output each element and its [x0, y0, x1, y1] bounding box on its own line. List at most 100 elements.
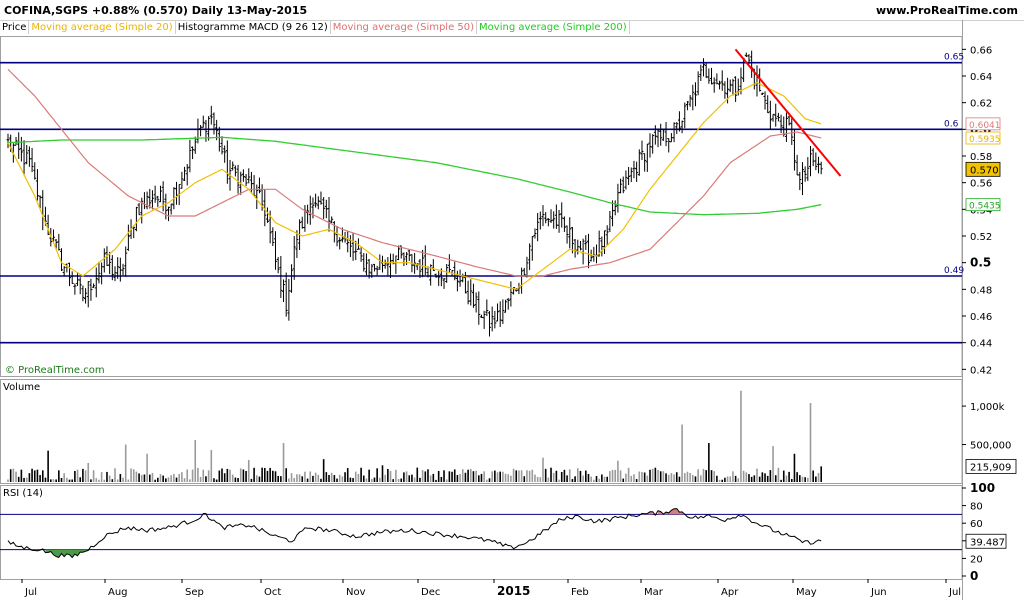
price-bar	[30, 147, 34, 173]
price-bar	[664, 121, 668, 147]
price-bar	[407, 249, 411, 262]
price-bar	[648, 133, 652, 158]
rsi-line[interactable]	[7, 508, 822, 559]
legend-ma50[interactable]: Moving average (Simple 50)	[331, 21, 478, 34]
price-bar	[471, 283, 475, 308]
price-bar	[814, 152, 818, 171]
price-bar	[356, 238, 360, 250]
ma20-line[interactable]	[7, 82, 822, 290]
price-bar	[338, 237, 342, 250]
x-tick-label: Jul	[24, 587, 37, 598]
price-bar	[209, 105, 213, 125]
legend-macd[interactable]: Histogramme MACD (9 26 12)	[176, 21, 331, 34]
price-bar	[589, 249, 593, 262]
price-bar	[597, 230, 601, 257]
price-bar	[370, 264, 374, 278]
volume-last-badge	[965, 458, 1017, 474]
price-bar	[643, 153, 647, 172]
price-bar	[629, 167, 633, 183]
price-bar	[445, 264, 449, 283]
price-bar	[81, 285, 85, 302]
price-bar	[247, 168, 251, 184]
price-bar	[661, 128, 665, 141]
price-bar	[667, 138, 671, 153]
price-bar	[418, 259, 422, 278]
site-label[interactable]: www.ProRealTime.com	[875, 4, 1018, 17]
price-bar	[541, 205, 545, 227]
price-bar	[493, 310, 497, 329]
ma-last-badge	[965, 198, 1001, 212]
price-bar	[474, 292, 478, 313]
x-tick-label: 2015	[497, 584, 530, 598]
price-bar	[359, 247, 363, 262]
price-bar	[509, 281, 513, 307]
rsi-tick-label: 80	[970, 502, 983, 513]
rsi-last-label: 39.487	[970, 537, 1005, 548]
price-bar	[498, 301, 502, 327]
price-bar	[322, 197, 326, 219]
price-bar	[263, 189, 267, 227]
price-bar	[819, 161, 823, 175]
price-bar	[715, 73, 719, 85]
price-bar	[274, 231, 277, 270]
trendline[interactable]	[734, 48, 842, 177]
price-bar	[723, 81, 727, 99]
price-bar	[327, 197, 331, 232]
price-bar	[145, 191, 149, 210]
price-bar	[659, 123, 663, 146]
price-bar	[739, 67, 743, 95]
price-bar	[89, 278, 93, 301]
price-bar	[776, 112, 780, 122]
volume-panel[interactable]	[0, 379, 963, 484]
price-bar	[223, 145, 227, 163]
price-bar	[236, 164, 240, 194]
price-bar	[33, 162, 37, 180]
price-bar	[319, 191, 323, 205]
price-bar	[201, 115, 205, 128]
price-bar	[463, 271, 467, 294]
x-tick-label: Dec	[421, 587, 440, 598]
price-bar	[92, 283, 96, 288]
price-bar	[522, 268, 526, 276]
price-bar	[386, 256, 390, 276]
rsi-overbought-fill	[658, 508, 685, 515]
legend-ma200[interactable]: Moving average (Simple 200)	[477, 21, 630, 34]
price-bar	[183, 166, 187, 181]
price-bar	[672, 122, 676, 143]
last-price-label: 0.570	[970, 165, 999, 176]
price-bar	[608, 210, 612, 233]
rsi-tick-label: 60	[970, 519, 983, 530]
price-bar	[57, 233, 61, 251]
price-bar	[680, 120, 684, 134]
ma50-line[interactable]	[7, 68, 822, 277]
instrument-title: COFINA,SGPS +0.88% (0.570) Daily 13-May-…	[4, 4, 308, 17]
price-bar	[691, 84, 695, 111]
price-bar	[97, 261, 101, 284]
price-bar	[437, 271, 441, 286]
price-bar	[335, 225, 339, 247]
x-tick-label: Jul	[948, 587, 961, 598]
price-bar	[482, 310, 486, 329]
ma-last-label: 0.5935	[969, 135, 1001, 145]
price-bar	[707, 68, 711, 84]
price-bar	[94, 267, 98, 298]
rsi-panel[interactable]	[0, 485, 963, 580]
x-tick-label: May	[796, 587, 817, 598]
price-bar	[279, 256, 283, 298]
price-bar	[803, 166, 807, 182]
price-bar	[734, 76, 738, 102]
price-bar	[506, 298, 510, 310]
legend-price[interactable]: Price	[0, 21, 30, 34]
price-bar	[241, 169, 245, 182]
price-bar	[290, 264, 294, 293]
price-bar	[316, 196, 320, 210]
legend-ma20[interactable]: Moving average (Simple 20)	[29, 21, 176, 34]
price-bar	[367, 258, 371, 279]
x-tick-label: Jun	[870, 587, 887, 598]
price-bar	[212, 112, 216, 135]
price-bar	[702, 58, 705, 77]
horizontal-level-label: 0.65	[944, 53, 964, 63]
price-bar	[220, 136, 224, 155]
x-tick-label: Mar	[644, 587, 664, 598]
